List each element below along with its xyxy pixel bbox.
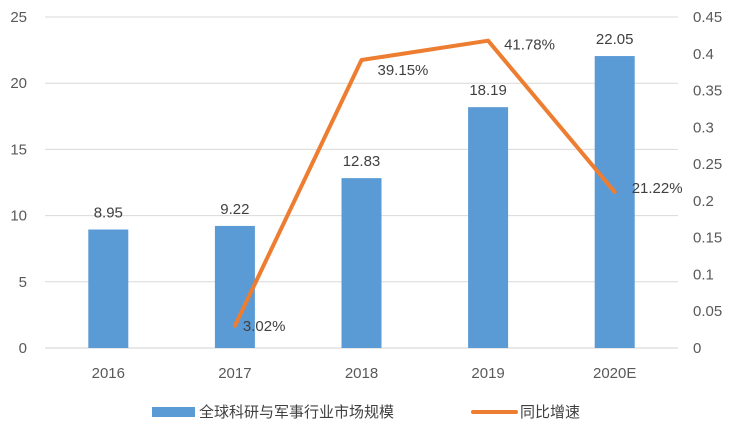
line-value-label: 3.02% (243, 318, 286, 335)
x-tick-label: 2020E (593, 365, 636, 382)
x-tick-label: 2016 (92, 365, 125, 382)
line-value-label: 39.15% (378, 62, 429, 79)
legend-bar-swatch (152, 407, 195, 417)
bar-value-label: 8.95 (94, 205, 123, 222)
right-axis: 0 0.05 0.1 0.15 0.2 0.25 0.3 0.35 0.4 0.45 (693, 9, 722, 357)
right-tick-label: 0.2 (693, 193, 714, 210)
line-value-label: 41.78% (504, 37, 555, 54)
left-tick-label: 5 (19, 274, 27, 291)
right-tick-label: 0.4 (693, 46, 714, 63)
bar-value-label: 18.19 (469, 82, 507, 99)
line-value-label: 21.22% (632, 180, 683, 197)
x-tick-label: 2018 (345, 365, 378, 382)
left-axis: 0 5 10 15 20 25 (10, 9, 27, 357)
right-tick-label: 0.35 (693, 83, 722, 100)
legend-bar-label: 全球科研与军事行业市场规模 (199, 403, 394, 421)
bar-value-label: 12.83 (343, 153, 381, 170)
right-tick-label: 0.3 (693, 119, 714, 136)
legend: 全球科研与军事行业市场规模 同比增速 (152, 403, 580, 421)
left-tick-label: 10 (10, 208, 27, 225)
bar-2019 (468, 107, 508, 348)
right-tick-label: 0.05 (693, 303, 722, 320)
right-tick-label: 0.1 (693, 266, 714, 283)
right-tick-label: 0.25 (693, 156, 722, 173)
bar-series (88, 56, 634, 348)
bar-2016 (88, 230, 128, 348)
bar-value-label: 9.22 (220, 201, 249, 218)
legend-line-label: 同比增速 (520, 404, 580, 421)
x-tick-label: 2019 (471, 365, 504, 382)
left-tick-label: 0 (19, 340, 27, 357)
left-tick-label: 20 (10, 75, 27, 92)
bar-2018 (342, 178, 382, 348)
bar-value-label: 22.05 (596, 31, 634, 48)
data-labels: 8.95 9.22 12.83 18.19 22.05 3.02% 39.15% 41.78%… (94, 31, 683, 335)
left-tick-label: 25 (10, 9, 27, 26)
left-tick-label: 15 (10, 141, 27, 158)
x-tick-label: 2017 (218, 365, 251, 382)
bar-2020E (595, 56, 635, 348)
right-tick-label: 0.45 (693, 9, 722, 26)
x-axis: 2016 2017 2018 2019 2020E (92, 365, 637, 382)
right-tick-label: 0.15 (693, 230, 722, 247)
right-tick-label: 0 (693, 340, 701, 357)
